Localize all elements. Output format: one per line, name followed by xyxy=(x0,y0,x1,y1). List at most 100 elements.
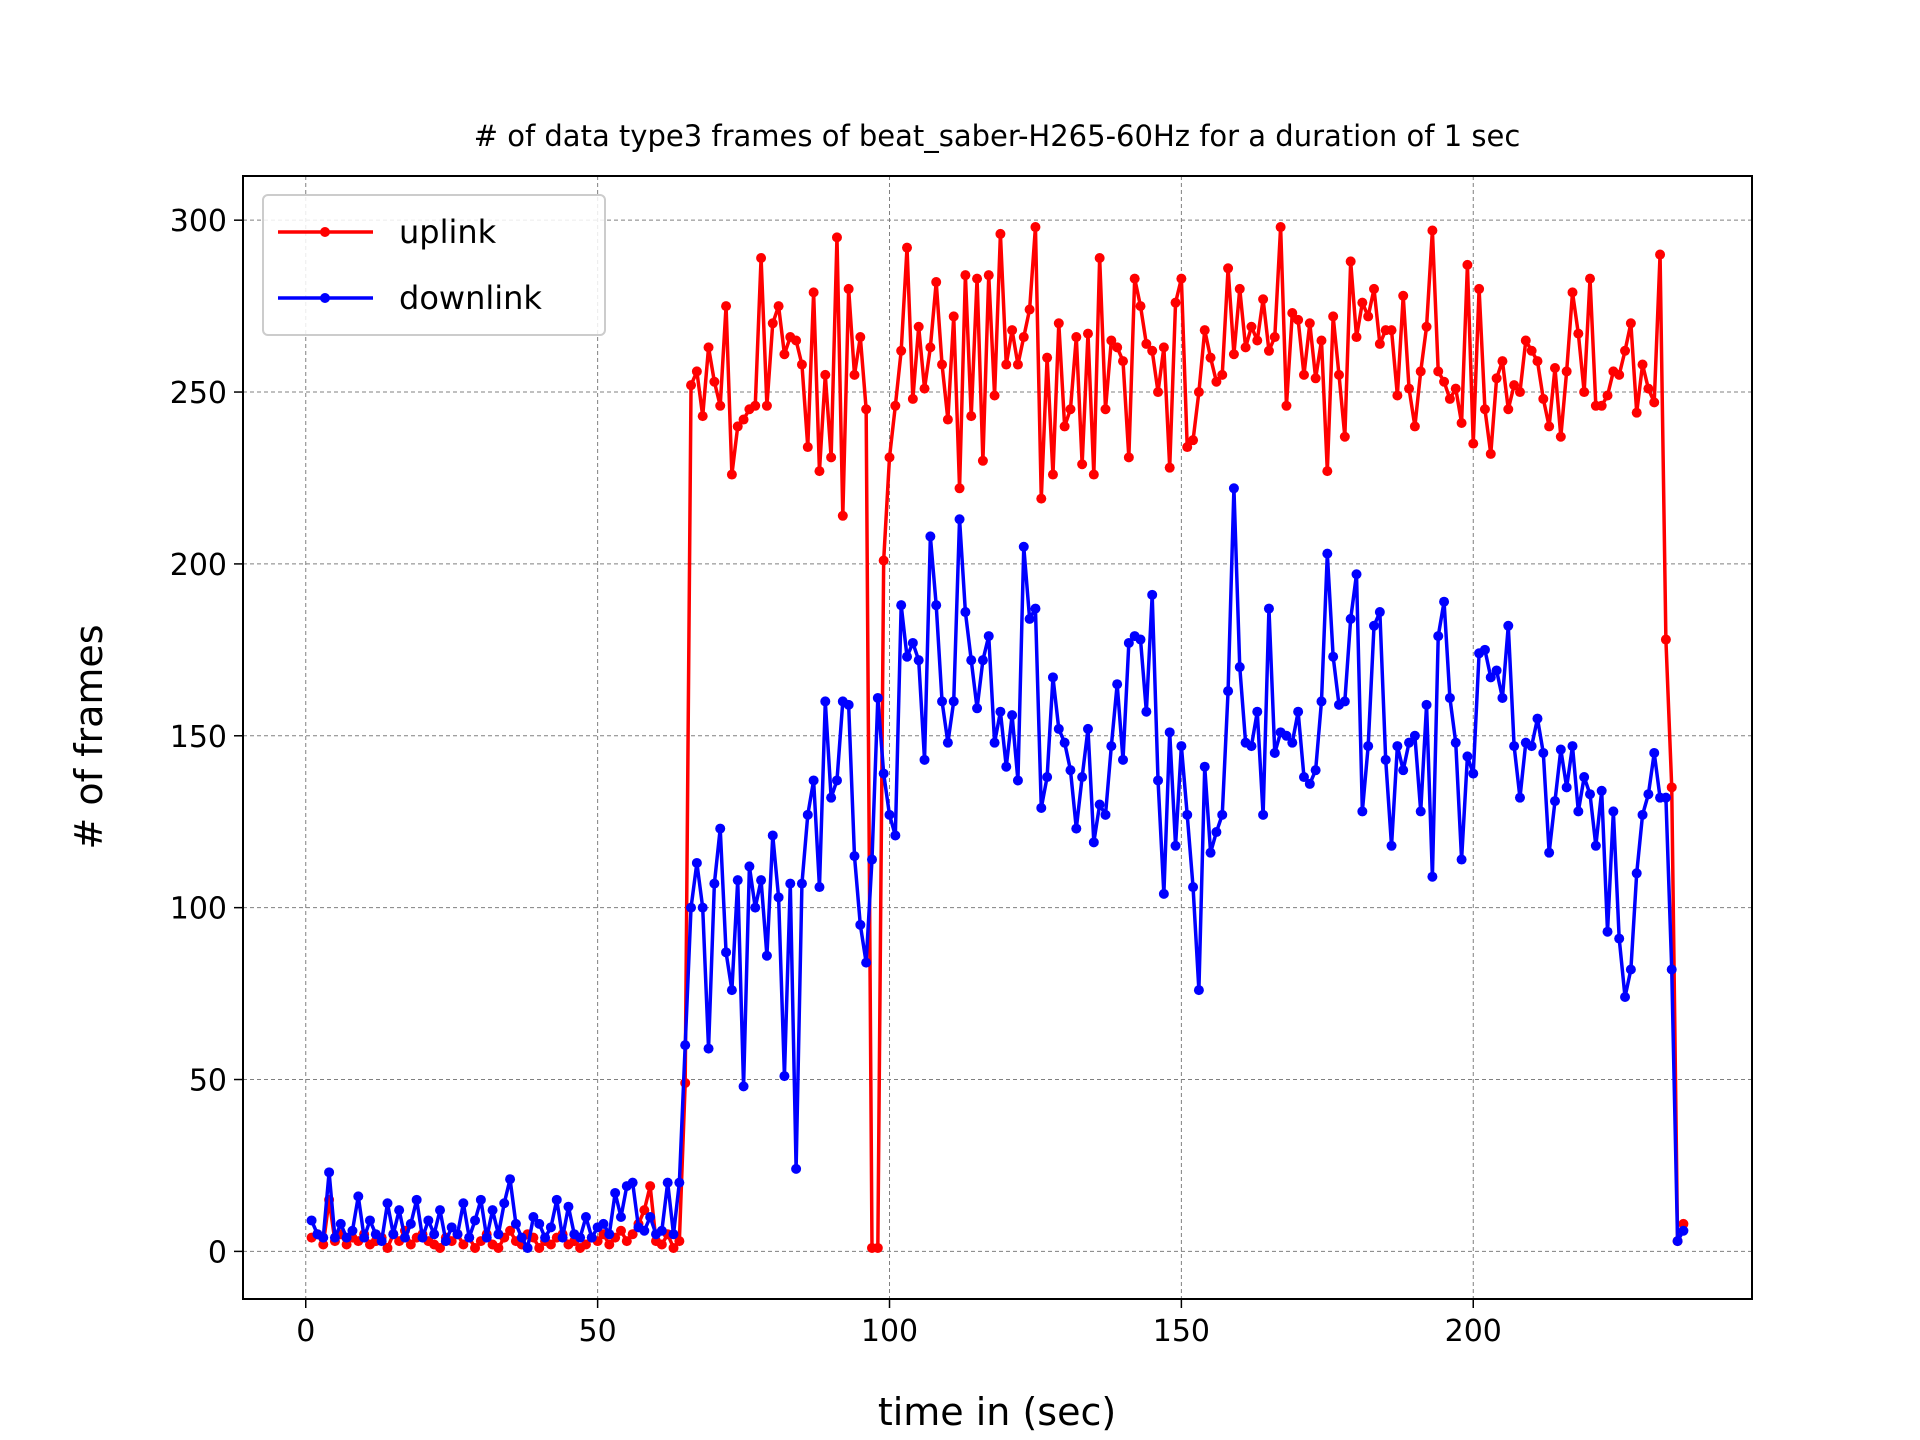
data-point xyxy=(697,411,708,422)
y-tick-label: 100 xyxy=(170,892,227,927)
data-point xyxy=(464,1232,475,1243)
data-point xyxy=(411,1194,422,1205)
data-point xyxy=(1433,366,1444,377)
data-point xyxy=(1643,789,1654,800)
data-point xyxy=(551,1194,562,1205)
data-point xyxy=(1112,342,1123,353)
data-point xyxy=(1147,589,1158,600)
data-point xyxy=(937,696,948,707)
data-point xyxy=(318,1239,329,1250)
data-point xyxy=(1444,393,1455,404)
data-point xyxy=(966,655,977,666)
data-point xyxy=(481,1232,492,1243)
y-tick-label: 250 xyxy=(170,376,227,411)
data-point xyxy=(1258,294,1269,305)
data-point xyxy=(791,1163,802,1174)
data-point xyxy=(1526,741,1537,752)
data-point xyxy=(1112,679,1123,690)
data-point xyxy=(896,345,907,356)
data-point xyxy=(1532,356,1543,367)
data-point xyxy=(1672,1236,1683,1247)
data-point xyxy=(831,775,842,786)
data-point xyxy=(1474,283,1485,294)
data-point xyxy=(890,830,901,841)
data-point xyxy=(732,875,743,886)
data-point xyxy=(1404,737,1415,748)
data-point xyxy=(1573,806,1584,817)
data-point xyxy=(1427,871,1438,882)
data-point xyxy=(324,1167,335,1178)
data-point xyxy=(744,861,755,872)
data-point xyxy=(1339,696,1350,707)
data-point xyxy=(1170,840,1181,851)
data-point xyxy=(615,1225,626,1236)
data-point xyxy=(1386,840,1397,851)
data-point xyxy=(470,1242,481,1253)
data-point xyxy=(353,1191,364,1202)
data-point xyxy=(382,1198,393,1209)
data-point xyxy=(1123,637,1134,648)
data-point xyxy=(470,1215,481,1226)
data-point xyxy=(937,359,948,370)
data-point xyxy=(1193,985,1204,996)
data-point xyxy=(1287,307,1298,318)
data-point xyxy=(1520,335,1531,346)
data-point xyxy=(1030,222,1041,233)
x-tick-label: 50 xyxy=(579,1314,617,1349)
data-point xyxy=(1339,431,1350,442)
y-axis-label: # of frames xyxy=(67,624,111,849)
data-point xyxy=(726,985,737,996)
data-point xyxy=(1503,404,1514,415)
data-point xyxy=(1252,335,1263,346)
data-point xyxy=(872,692,883,703)
data-point xyxy=(1036,493,1047,504)
data-point xyxy=(1071,332,1082,343)
data-point xyxy=(1053,318,1064,329)
data-point xyxy=(1509,380,1520,391)
data-point xyxy=(656,1225,667,1236)
data-point xyxy=(1655,249,1666,260)
data-point xyxy=(621,1236,632,1247)
data-point xyxy=(814,882,825,893)
data-point xyxy=(925,531,936,542)
data-point xyxy=(1409,730,1420,741)
data-point xyxy=(1223,263,1234,274)
data-point xyxy=(668,1229,679,1240)
data-point xyxy=(902,651,913,662)
data-point xyxy=(913,321,924,332)
data-point xyxy=(1497,356,1508,367)
data-point xyxy=(1293,706,1304,717)
data-point xyxy=(808,775,819,786)
data-point xyxy=(715,400,726,411)
data-point xyxy=(843,283,854,294)
data-point xyxy=(1427,225,1438,236)
data-point xyxy=(767,318,778,329)
data-point xyxy=(1246,321,1257,332)
data-point xyxy=(1059,421,1070,432)
data-point xyxy=(709,878,720,889)
data-point xyxy=(1450,383,1461,394)
data-point xyxy=(960,607,971,618)
data-point xyxy=(1211,376,1222,387)
data-point xyxy=(977,455,988,466)
data-point xyxy=(598,1218,609,1229)
data-point xyxy=(1030,603,1041,614)
data-point xyxy=(405,1239,416,1250)
data-point xyxy=(773,301,784,312)
data-point xyxy=(382,1242,393,1253)
data-point xyxy=(662,1177,673,1188)
data-point xyxy=(1596,785,1607,796)
data-point xyxy=(1100,404,1111,415)
legend: uplink downlink xyxy=(262,194,606,336)
data-point xyxy=(855,332,866,343)
data-point xyxy=(557,1232,568,1243)
data-point xyxy=(1007,710,1018,721)
data-point xyxy=(1637,359,1648,370)
data-point xyxy=(639,1225,650,1236)
data-point xyxy=(1106,335,1117,346)
data-point xyxy=(1199,325,1210,336)
data-point xyxy=(1561,782,1572,793)
data-point xyxy=(1567,741,1578,752)
data-point xyxy=(1374,607,1385,618)
